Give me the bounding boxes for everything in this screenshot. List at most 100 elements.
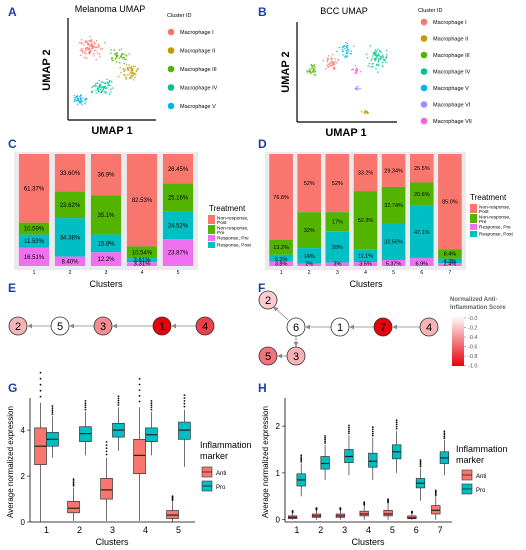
colorbar-tick-label: -0.8 <box>468 354 477 360</box>
bar-cluster-4-response-pre <box>353 262 378 266</box>
box-outlier <box>72 481 75 484</box>
umap-point-macrophage-5 <box>73 94 76 97</box>
bar-label: 33.60% <box>60 171 81 177</box>
box-outlier <box>51 413 54 416</box>
umap-point-macrophage-3 <box>115 55 118 58</box>
umap-point-macrophage-5 <box>353 45 355 47</box>
box-outlier <box>324 435 326 437</box>
legend-label-treatment-2: Non-response, <box>479 215 510 221</box>
umap-point-macrophage-2 <box>132 79 135 81</box>
bar-cluster-3-response-post <box>325 231 350 263</box>
panel-a: Melanoma UMAP UMAP 1 UMAP 2 Cluster ID M… <box>41 4 218 137</box>
umap-point-macrophage-4 <box>368 62 371 65</box>
x-tick-label: 6 <box>420 270 423 276</box>
bar-cluster-3-response-post <box>90 234 122 253</box>
box-outlier <box>183 402 186 405</box>
umap-point-macrophage-3 <box>115 60 118 63</box>
umap-point-macrophage-5 <box>78 101 81 104</box>
umap-point-macrophage-6 <box>357 85 359 88</box>
umap-point-macrophage-1 <box>329 61 332 63</box>
umap-point-macrophage-7 <box>355 69 358 72</box>
box-outlier <box>300 459 303 462</box>
umap-point-macrophage-2 <box>120 71 122 74</box>
box-outlier <box>300 456 303 458</box>
box-outlier <box>419 462 422 465</box>
bar-cluster-3-response-pre <box>325 262 350 266</box>
umap-point-macrophage-1 <box>331 61 334 64</box>
box-outlier <box>72 478 75 481</box>
umap-point-macrophage-2 <box>367 111 369 114</box>
trajectory-node-label-5: 5 <box>57 321 63 333</box>
umap-point-macrophage-2 <box>130 75 132 77</box>
trajectory-node-label-4: 4 <box>426 322 432 334</box>
umap-point-macrophage-4 <box>375 54 377 57</box>
x-tick-label: 3 <box>110 525 115 535</box>
panel-label-f: F <box>258 281 265 295</box>
box-outlier <box>150 404 153 407</box>
panel-h-legend-title-line2: marker <box>456 455 484 465</box>
umap-point-macrophage-3 <box>311 64 313 67</box>
umap-point-macrophage-3 <box>117 54 119 57</box>
box-outlier <box>395 423 398 426</box>
box-outlier <box>395 427 398 430</box>
bar-label: 25.16% <box>168 196 189 202</box>
panel-b-ylabel: UMAP 2 <box>280 51 292 92</box>
box-outlier <box>348 432 350 435</box>
umap-point-macrophage-5 <box>345 49 348 52</box>
legend-label-macrophage-1: Macrophage I <box>433 20 467 26</box>
box-pro-cluster-4 <box>368 452 378 468</box>
panel-c-legend: Non-response,PostNon-response,PreRespons… <box>208 215 252 249</box>
umap-point-macrophage-5 <box>79 97 82 99</box>
umap-point-macrophage-1 <box>93 49 96 52</box>
umap-point-macrophage-5 <box>76 96 78 98</box>
legend-swatch-macrophage-4 <box>167 84 175 91</box>
trajectory-node-label-5: 5 <box>265 351 271 363</box>
legend-label-macrophage-2: Macrophage II <box>180 49 216 55</box>
umap-point-macrophage-4 <box>104 87 107 90</box>
umap-point-macrophage-1 <box>82 50 84 52</box>
umap-point-macrophage-1 <box>90 43 93 46</box>
umap-point-macrophage-2 <box>128 64 130 66</box>
legend-swatch-macrophage-3 <box>420 51 428 59</box>
trajectory-edge <box>273 306 289 321</box>
box-outlier <box>371 428 374 431</box>
umap-point-macrophage-4 <box>103 82 105 84</box>
box-outlier <box>348 428 350 431</box>
panel-b-legend-title: Cluster ID <box>418 8 442 14</box>
bar-label: 3.5% <box>359 262 372 268</box>
legend-label-treatment-2: Non-response, <box>217 226 248 232</box>
bar-label: 36.9% <box>97 173 115 179</box>
umap-point-macrophage-1 <box>333 63 336 65</box>
umap-point-macrophage-2 <box>137 67 140 70</box>
umap-point-macrophage-1 <box>86 47 89 49</box>
umap-point-macrophage-5 <box>341 48 344 51</box>
umap-point-macrophage-3 <box>306 69 308 72</box>
umap-point-macrophage-1 <box>86 41 88 43</box>
umap-point-macrophage-3 <box>312 67 315 70</box>
umap-point-macrophage-3 <box>114 57 117 60</box>
panel-h-ticks: 1 2 3 4 5 6 7 0 1 2 <box>276 422 443 535</box>
umap-point-macrophage-3 <box>125 58 127 60</box>
panel-f-colorbar-gradient <box>452 316 464 366</box>
bar-cluster-6-non-response-post <box>410 154 434 183</box>
panel-d-legend: Non-response,PostNon-response,PreRespons… <box>470 204 514 238</box>
umap-point-macrophage-4 <box>373 53 375 55</box>
umap-point-macrophage-4 <box>106 87 108 89</box>
umap-point-macrophage-4 <box>367 65 370 67</box>
umap-point-macrophage-1 <box>83 44 85 46</box>
trajectory-node-7 <box>373 317 393 337</box>
x-tick-label: 5 <box>392 270 395 276</box>
bar-label: 6.2% <box>275 257 288 263</box>
x-tick-label: 2 <box>318 525 323 535</box>
umap-point-macrophage-3 <box>128 53 130 55</box>
panel-f-legend-title: Normalized Anti- Inflammation Score <box>450 297 506 311</box>
umap-point-macrophage-1 <box>84 47 87 50</box>
umap-point-macrophage-4 <box>385 61 387 63</box>
legend-swatch-macrophage-5 <box>420 84 428 92</box>
umap-point-macrophage-2 <box>129 73 131 75</box>
panel-label-d: D <box>258 137 267 151</box>
umap-point-macrophage-1 <box>96 52 99 54</box>
umap-point-macrophage-2 <box>117 76 120 78</box>
panel-h-legend-title: Inflammation marker <box>456 444 510 465</box>
bar-cluster-1-non-response-post <box>269 154 293 240</box>
